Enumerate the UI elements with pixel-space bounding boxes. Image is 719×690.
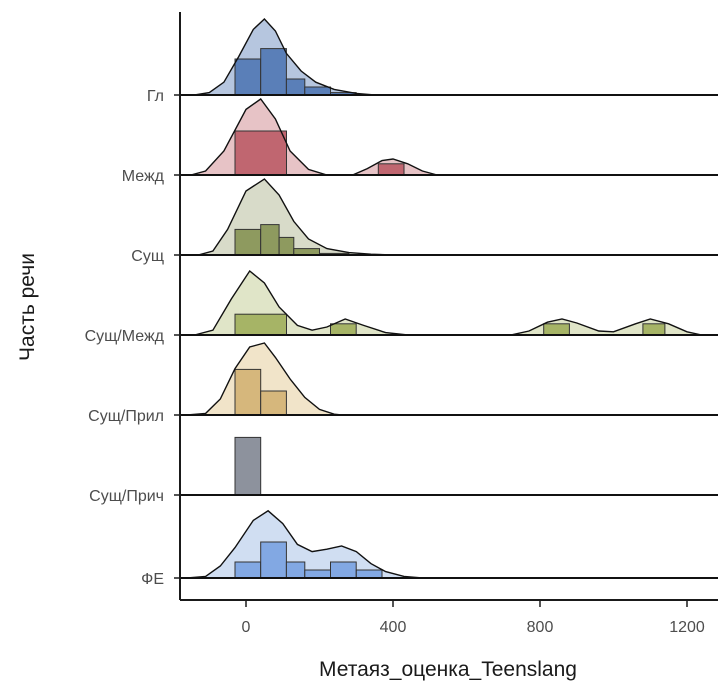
x-axis-title: Метаяз_оценка_Teenslang [319, 658, 577, 681]
density-outline [187, 342, 342, 416]
y-tick-label: ФЕ [141, 571, 164, 588]
histogram-bar [330, 323, 357, 336]
histogram-bar [642, 323, 666, 336]
histogram-bar [234, 130, 287, 176]
x-tick-label: 1200 [669, 619, 705, 636]
y-tick-label: Сущ/Прич [89, 488, 164, 505]
y-tick-label: Сущ/Межд [85, 328, 165, 345]
density-outline [187, 509, 423, 579]
y-tick-label: Гл [147, 88, 164, 105]
density-area [187, 510, 423, 578]
histogram-bar [330, 561, 357, 579]
density-outline [198, 178, 394, 256]
x-tick-label: 800 [527, 619, 554, 636]
x-tick-label: 400 [380, 619, 407, 636]
histogram-bar [260, 224, 280, 256]
ridge-1 [180, 18, 718, 96]
histogram-bar [234, 436, 262, 496]
ridge-2 [180, 98, 718, 176]
density-area [198, 179, 393, 255]
histogram-bar [234, 368, 262, 416]
x-axis-ticks: 0 400 800 1200 [242, 600, 705, 636]
histogram-bar [355, 569, 383, 579]
histogram-bar [234, 313, 287, 336]
ridge-7 [180, 509, 718, 579]
histogram-bar [285, 78, 306, 96]
density-outline [190, 98, 438, 176]
histogram-bar [543, 323, 570, 336]
histogram-bar [260, 390, 287, 416]
histogram-bar [234, 228, 262, 256]
histogram-bar [260, 541, 287, 579]
ridge-5 [180, 342, 718, 416]
histogram-bar [285, 561, 306, 579]
y-tick-label: Межд [122, 168, 165, 185]
ridge-4 [180, 269, 718, 336]
y-axis-category-labels: Гл Межд Сущ Сущ/Межд Сущ/Прил Сущ/Прич ФЕ [85, 88, 180, 588]
y-axis-title: Часть речи [16, 253, 39, 361]
y-tick-label: Сущ/Прил [88, 408, 164, 425]
density-area [187, 343, 342, 415]
histogram-bar [304, 569, 331, 579]
histogram-bar [260, 48, 287, 96]
ridge-6 [180, 436, 718, 496]
histogram-bar [234, 561, 262, 579]
x-tick-label: 0 [242, 619, 251, 636]
ridge-3 [180, 178, 718, 256]
histogram-bar [234, 58, 262, 96]
histogram-bar [377, 163, 405, 176]
histogram-bar [278, 236, 295, 256]
histogram-bar [304, 86, 331, 96]
y-tick-label: Сущ [131, 248, 164, 265]
density-outline [194, 18, 375, 96]
plot-area [180, 18, 718, 579]
